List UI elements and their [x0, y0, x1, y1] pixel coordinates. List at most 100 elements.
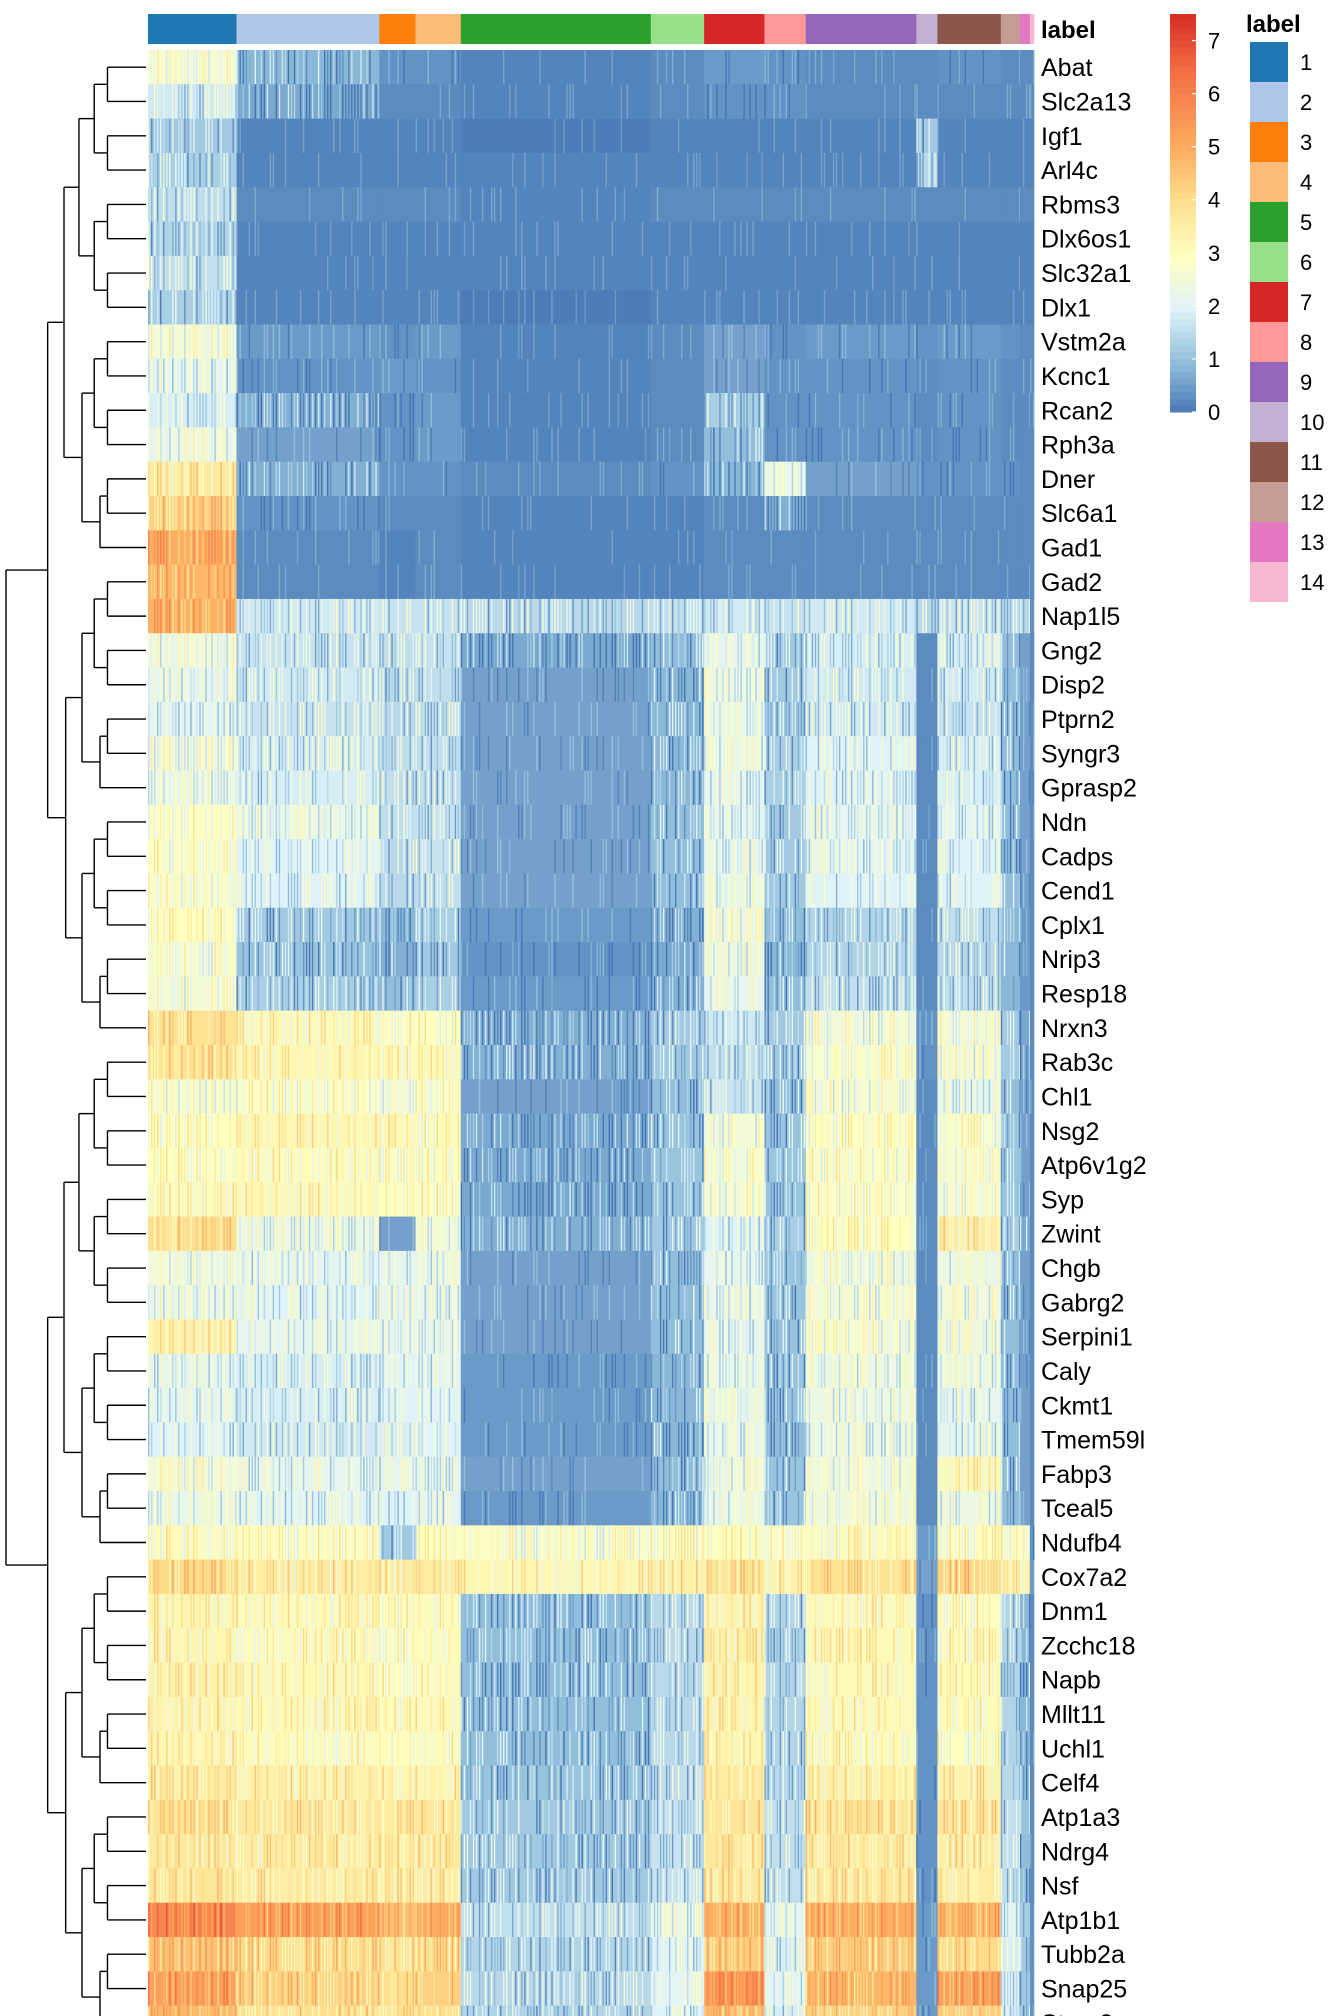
cell-stripe — [746, 1010, 748, 1046]
cell-stripe — [737, 942, 739, 977]
cell-stripe — [287, 804, 290, 840]
cell-stripe — [487, 496, 490, 531]
cell-stripe — [776, 701, 778, 737]
cell-Gad2-cluster-12 — [1000, 564, 1021, 600]
cell-stripe — [632, 804, 635, 840]
cell-stripe — [451, 1147, 454, 1183]
cell-stripe — [242, 942, 244, 977]
cell-stripe — [991, 598, 994, 634]
cell-stripe — [863, 1010, 865, 1046]
cell-Gng2-cluster-1 — [148, 633, 237, 668]
cell-stripe — [713, 461, 715, 497]
cell-stripe — [154, 736, 156, 771]
cell-stripe — [430, 290, 433, 325]
cell-stripe — [351, 1113, 353, 1149]
cell-stripe — [967, 976, 970, 1011]
cell-stripe — [681, 839, 683, 874]
cell-stripe — [193, 221, 195, 257]
cell-stripe — [599, 598, 601, 634]
cell-stripe — [269, 976, 272, 1011]
cell-stripe — [964, 701, 967, 737]
cell-stripe — [478, 736, 481, 771]
cell-stripe — [421, 393, 423, 428]
cell-stripe — [611, 1113, 614, 1149]
cell-stripe — [722, 461, 724, 497]
cell-stripe — [257, 1113, 260, 1149]
cell-stripe — [946, 942, 948, 977]
cell-stripe — [311, 907, 314, 943]
cell-stripe — [311, 770, 314, 806]
cell-stripe — [515, 907, 517, 943]
cell-stripe — [554, 839, 556, 874]
cell-stripe — [758, 1113, 760, 1149]
cell-stripe — [223, 187, 225, 222]
cell-stripe — [269, 804, 272, 840]
cell-stripe — [1003, 804, 1006, 840]
cell-stripe — [991, 804, 994, 840]
cell-stripe — [878, 976, 880, 1011]
cell-stripe — [457, 976, 460, 1011]
cell-stripe — [251, 1147, 253, 1183]
cell-stripe — [320, 942, 323, 977]
cell-stripe — [647, 1079, 650, 1114]
cell-Vstm2a-cluster-11 — [937, 324, 1002, 360]
cell-stripe — [693, 1010, 695, 1046]
cell-stripe — [357, 907, 359, 943]
cell-stripe — [299, 736, 302, 771]
cell-stripe — [509, 393, 511, 428]
cell-stripe — [333, 50, 335, 85]
cell-stripe — [693, 598, 695, 634]
cell-stripe — [421, 873, 423, 909]
cell-stripe — [893, 598, 895, 634]
cell-stripe — [226, 255, 228, 291]
cell-stripe — [955, 598, 957, 634]
cell-stripe — [454, 839, 457, 874]
cell-stripe — [372, 873, 374, 909]
cell-stripe — [1003, 701, 1006, 737]
cell-stripe — [617, 633, 620, 668]
cell-stripe — [814, 50, 817, 85]
cell-stripe — [949, 633, 951, 668]
cell-stripe — [914, 1079, 916, 1114]
cell-stripe — [820, 1079, 823, 1114]
cell-stripe — [236, 358, 238, 394]
cell-stripe — [958, 701, 960, 737]
cell-stripe — [575, 290, 577, 325]
cell-stripe — [184, 804, 186, 840]
cell-stripe — [850, 1113, 853, 1149]
cell-stripe — [481, 804, 484, 840]
cell-stripe — [518, 290, 520, 325]
cell-stripe — [841, 1045, 844, 1080]
cell-stripe — [731, 633, 733, 668]
cell-stripe — [394, 907, 396, 943]
cell-stripe — [345, 907, 347, 943]
cell-stripe — [235, 255, 237, 291]
cell-Arl4c-cluster-2 — [236, 152, 380, 188]
cell-stripe — [911, 873, 913, 909]
cell-stripe — [566, 1045, 568, 1080]
cell-Cadps-cluster-6 — [650, 839, 705, 874]
cell-stripe — [369, 221, 371, 257]
cell-stripe — [803, 1079, 806, 1114]
cell-stripe — [478, 598, 481, 634]
cell-stripe — [245, 804, 247, 840]
cell-stripe — [693, 701, 695, 737]
cell-stripe — [172, 496, 174, 531]
cell-stripe — [755, 736, 757, 771]
cell-stripe — [154, 770, 156, 806]
cell-stripe — [342, 736, 344, 771]
cell-stripe — [681, 770, 683, 806]
cell-stripe — [278, 942, 281, 977]
cell-stripe — [805, 1010, 808, 1046]
cell-stripe — [982, 701, 985, 737]
cell-Abat-cluster-5 — [460, 50, 652, 85]
cell-stripe — [665, 50, 668, 85]
cell-stripe — [952, 633, 954, 668]
cell-stripe — [847, 1113, 850, 1149]
cell-stripe — [320, 393, 323, 428]
cell-stripe — [811, 873, 814, 909]
cell-stripe — [988, 942, 991, 977]
cell-Nap1l5-cluster-4 — [415, 598, 462, 634]
cell-stripe — [287, 907, 290, 943]
cell-stripe — [788, 290, 791, 325]
